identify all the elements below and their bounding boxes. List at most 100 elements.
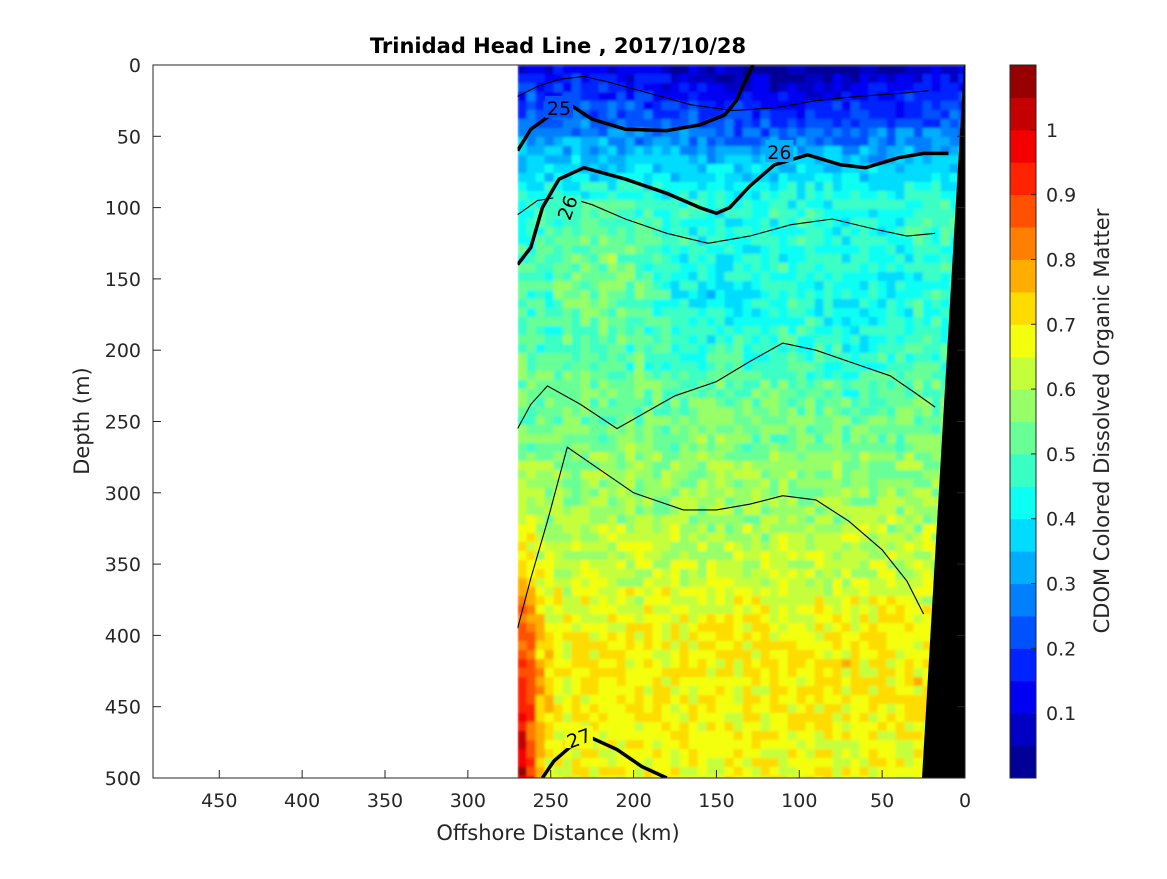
heatmap-cell	[940, 137, 951, 147]
heatmap-cell	[922, 380, 933, 390]
heatmap-cell	[643, 677, 654, 687]
heatmap-cell	[625, 515, 636, 525]
heatmap-cell	[751, 758, 762, 768]
heatmap-cell	[562, 551, 573, 561]
heatmap-cell	[850, 731, 861, 741]
heatmap-cell	[877, 290, 888, 300]
heatmap-cell	[841, 650, 852, 660]
heatmap-cell	[544, 686, 555, 696]
heatmap-cell	[859, 479, 870, 489]
heatmap-cell	[643, 704, 654, 714]
colorbar-label: CDOM Colored Dissolved Organic Matter	[1090, 208, 1114, 633]
heatmap-cell	[697, 173, 708, 183]
heatmap-cell	[895, 704, 906, 714]
heatmap-cell	[823, 137, 834, 147]
heatmap-cell	[787, 335, 798, 345]
heatmap-cell	[544, 146, 555, 156]
heatmap-cell	[697, 497, 708, 507]
heatmap-cell	[697, 686, 708, 696]
heatmap-cell	[922, 92, 933, 102]
colorbar-segment	[1010, 162, 1036, 196]
heatmap-cell	[562, 560, 573, 570]
heatmap-cell	[805, 749, 816, 759]
heatmap-cell	[580, 308, 591, 318]
heatmap-cell	[850, 281, 861, 291]
heatmap-cell	[877, 74, 888, 84]
heatmap-cell	[571, 236, 582, 246]
heatmap-cell	[706, 677, 717, 687]
heatmap-cell	[643, 578, 654, 588]
colorbar-segment	[1010, 259, 1036, 293]
heatmap-cell	[616, 128, 627, 138]
heatmap-cell	[562, 380, 573, 390]
heatmap-cell	[706, 722, 717, 732]
heatmap-cell	[751, 227, 762, 237]
heatmap-cell	[769, 587, 780, 597]
heatmap-cell	[850, 641, 861, 651]
colorbar-segment	[1010, 129, 1036, 163]
heatmap-cell	[553, 515, 564, 525]
heatmap-cell	[787, 191, 798, 201]
heatmap-cell	[859, 614, 870, 624]
heatmap-cell	[679, 569, 690, 579]
heatmap-cell	[652, 605, 663, 615]
heatmap-cell	[886, 497, 897, 507]
heatmap-cell	[553, 137, 564, 147]
heatmap-cell	[913, 380, 924, 390]
heatmap-cell	[787, 740, 798, 750]
heatmap-cell	[697, 245, 708, 255]
heatmap-cell	[553, 659, 564, 669]
heatmap-cell	[589, 668, 600, 678]
heatmap-cell	[670, 623, 681, 633]
heatmap-cell	[733, 596, 744, 606]
heatmap-cell	[661, 587, 672, 597]
heatmap-cell	[832, 587, 843, 597]
heatmap-cell	[823, 479, 834, 489]
heatmap-cell	[841, 506, 852, 516]
heatmap-cell	[634, 119, 645, 129]
heatmap-cell	[904, 524, 915, 534]
heatmap-cell	[877, 515, 888, 525]
heatmap-cell	[958, 74, 965, 84]
heatmap-cell	[940, 272, 951, 282]
heatmap-cell	[805, 83, 816, 93]
heatmap-cell	[544, 74, 555, 84]
heatmap-cell	[769, 407, 780, 417]
heatmap-cell	[643, 623, 654, 633]
heatmap-cell	[850, 650, 861, 660]
heatmap-cell	[544, 182, 555, 192]
heatmap-cell	[742, 713, 753, 723]
heatmap-cell	[562, 587, 573, 597]
heatmap-cell	[814, 524, 825, 534]
heatmap-cell	[778, 668, 789, 678]
heatmap-cell	[616, 407, 627, 417]
heatmap-cell	[625, 155, 636, 165]
heatmap-cell	[877, 65, 888, 75]
heatmap-cell	[940, 74, 951, 84]
heatmap-cell	[940, 155, 951, 165]
heatmap-cell	[553, 119, 564, 129]
heatmap-cell	[652, 497, 663, 507]
heatmap-cell	[877, 281, 888, 291]
heatmap-cell	[697, 308, 708, 318]
heatmap-cell	[733, 758, 744, 768]
y-tick-label: 350	[105, 554, 141, 576]
heatmap-cell	[634, 632, 645, 642]
heatmap-cell	[679, 92, 690, 102]
heatmap-cell	[877, 209, 888, 219]
heatmap-cell	[886, 308, 897, 318]
heatmap-cell	[625, 245, 636, 255]
heatmap-cell	[544, 128, 555, 138]
heatmap-cell	[742, 479, 753, 489]
heatmap-cell	[724, 713, 735, 723]
heatmap-cell	[535, 110, 546, 120]
heatmap-cell	[733, 128, 744, 138]
heatmap-cell	[733, 461, 744, 471]
heatmap-cell	[544, 569, 555, 579]
heatmap-cell	[841, 776, 852, 778]
heatmap-cell	[760, 713, 771, 723]
heatmap-cell	[526, 542, 537, 552]
heatmap-cell	[760, 128, 771, 138]
heatmap-cell	[733, 380, 744, 390]
heatmap-cell	[535, 218, 546, 228]
